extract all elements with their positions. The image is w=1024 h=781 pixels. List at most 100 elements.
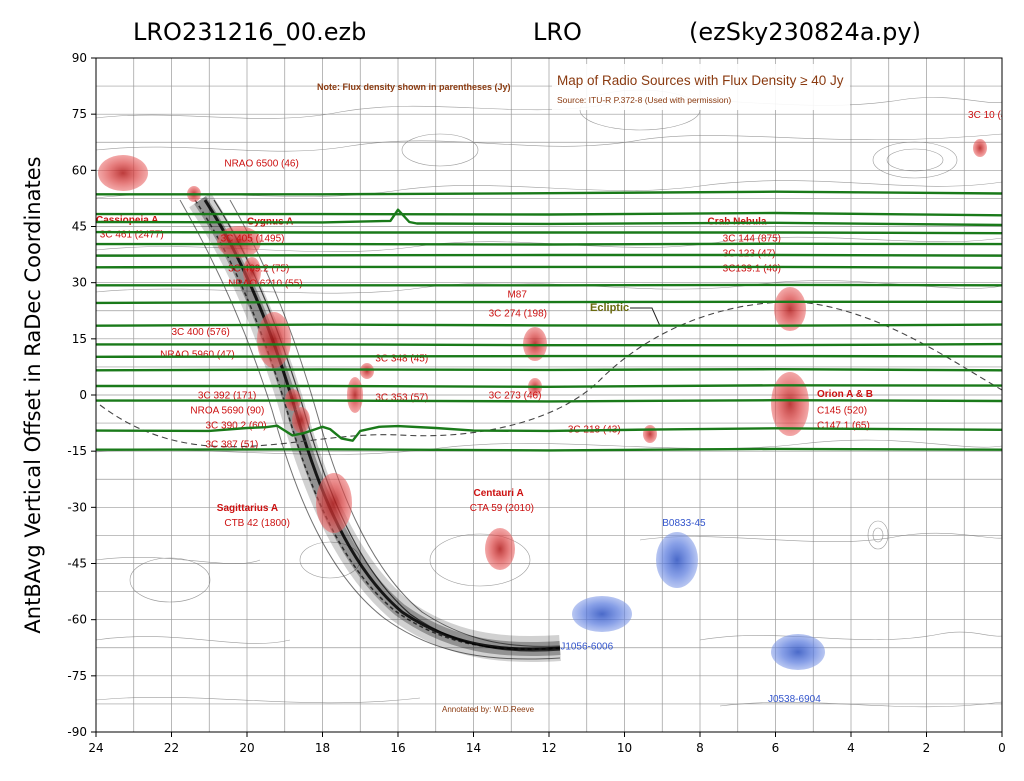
x-tick-label: 14 [466, 741, 481, 755]
x-tick-label: 4 [847, 741, 855, 755]
source-label: B0833-45 [662, 518, 706, 529]
y-tick-label: 15 [72, 332, 87, 346]
series-line-5 [96, 242, 1002, 246]
chart-title-center: LRO [533, 18, 582, 46]
source-label: CTB 42 (1800) [224, 518, 290, 529]
source-label: C147.1 (65) [817, 421, 870, 432]
y-tick-label: -45 [67, 557, 87, 571]
x-tick-label: 22 [164, 741, 179, 755]
source-label: 3C 144 (875) [723, 233, 781, 244]
source-label: 3C 392 (171) [198, 391, 256, 402]
y-tick-label: 45 [72, 220, 87, 234]
source-label: CTA 59 (2010) [470, 503, 534, 514]
series-line-14 [96, 384, 1002, 388]
series-line-11 [96, 342, 1002, 347]
series-line-15 [96, 399, 1002, 403]
x-tick-label: 24 [88, 741, 103, 755]
x-tick-label: 2 [923, 741, 931, 755]
ecliptic-curve [99, 301, 1002, 448]
source-label: 3C 353 (57) [375, 393, 428, 404]
source-label: 3C 461 (2477) [100, 230, 164, 241]
y-tick-label: 75 [72, 107, 87, 121]
x-tick-label: 12 [541, 741, 556, 755]
y-tick-label: 0 [79, 388, 87, 402]
y-axis: 90 75 60 45 30 15 0 -15 -30 -45 -60 -75 -90 [67, 51, 96, 739]
source-label: J0538-6904 [768, 694, 821, 705]
3c218-blob [643, 425, 657, 443]
j0538-6904-blob [771, 634, 825, 670]
3c353-blob [347, 377, 363, 413]
series-line-7 [96, 265, 1002, 269]
y-tick-label: -90 [67, 725, 87, 739]
series-line-9 [96, 300, 1002, 305]
ecliptic-label: Ecliptic [590, 302, 629, 314]
y-tick-label: 30 [72, 276, 87, 290]
x-tick-label: 20 [239, 741, 254, 755]
series-line-6 [96, 253, 1002, 257]
source-label: Sagittarius A [217, 503, 278, 514]
series-line-10 [96, 323, 1002, 327]
source-label: NRAO 6210 (55) [228, 278, 302, 289]
3c400-blob [257, 312, 291, 368]
y-tick-label: 90 [72, 51, 87, 65]
source-label: M87 [507, 290, 527, 301]
source-label: 3C 387 (51) [205, 439, 258, 450]
source-label: 3C 274 (198) [489, 308, 547, 319]
source-label: 3C 405 (1495) [221, 233, 285, 244]
sagittarius-a-blob [316, 473, 352, 533]
ecliptic-pointer [630, 307, 661, 327]
y-tick-label: -60 [67, 613, 87, 627]
x-tick-label: 10 [617, 741, 632, 755]
radio-source-blobs [98, 139, 987, 570]
series-line-13 [96, 368, 1002, 372]
map-heading: Map of Radio Sources with Flux Density ≥… [557, 73, 844, 88]
y-tick-label: -75 [67, 669, 87, 683]
3c348-blob [360, 363, 374, 379]
3c10-blob [973, 139, 987, 157]
x-axis: 24 22 20 18 16 14 12 10 8 6 4 2 0 [88, 732, 1006, 755]
source-label: 3C 400 (576) [172, 327, 230, 338]
map-credit: Annotated by: W.D.Reeve [442, 705, 535, 714]
source-label: 3C139.1 (40) [723, 263, 781, 274]
map-annotations: Map of Radio Sources with Flux Density ≥… [317, 64, 850, 714]
source-label: NRAO 6500 (46) [224, 159, 298, 170]
centauri-a-blob [485, 528, 515, 570]
series-line-2 [96, 211, 1002, 217]
x-tick-label: 6 [772, 741, 780, 755]
series-line-3 [96, 208, 1002, 227]
source-labels: NRAO 6500 (46) 3C 10 (44) 3C 461 (2477) 3C … [96, 110, 1015, 705]
x-tick-label: 16 [390, 741, 405, 755]
x-tick-label: 0 [998, 741, 1006, 755]
crab-nebula-blob [774, 287, 806, 331]
source-label: 3C 348 (45) [375, 353, 428, 364]
source-label: NROA 5690 (90) [190, 406, 264, 417]
chart-title-left: LRO231216_00.ezb [133, 18, 366, 46]
x-tick-label: 8 [696, 741, 704, 755]
source-label: C145 (520) [817, 406, 867, 417]
series-line-1 [96, 190, 1002, 196]
map-source: Source: ITU-R P.372-8 (Used with permiss… [557, 95, 731, 105]
series-line-12 [96, 354, 1002, 358]
series-layer [96, 190, 1002, 452]
y-tick-label: -15 [67, 444, 87, 458]
3c390-blob [292, 407, 310, 433]
source-label: 3C 390.2 (60) [205, 421, 266, 432]
chart-title-right: (ezSky230824a.py) [689, 18, 921, 46]
orion-blob [771, 372, 809, 436]
3c409-blob [243, 257, 261, 287]
series-line-16 [96, 424, 1002, 442]
x-tick-label: 18 [315, 741, 330, 755]
source-label: Centauri A [474, 488, 524, 499]
b0833-45-blob [656, 532, 698, 588]
y-tick-label: -30 [67, 500, 87, 514]
source-label: Orion A & B [817, 389, 873, 400]
j1056-6006-blob [572, 596, 632, 632]
source-label: J1056-6006 [560, 642, 613, 653]
source-label: 3C 409.2 (75) [228, 263, 289, 274]
pulsar-source-blobs [572, 532, 825, 670]
y-tick-label: 60 [72, 163, 87, 177]
source-label: Cassiopeia A [96, 215, 158, 226]
cassiopeia-a-blob [98, 155, 148, 191]
source-label: 3C 10 (44) [968, 110, 1015, 121]
